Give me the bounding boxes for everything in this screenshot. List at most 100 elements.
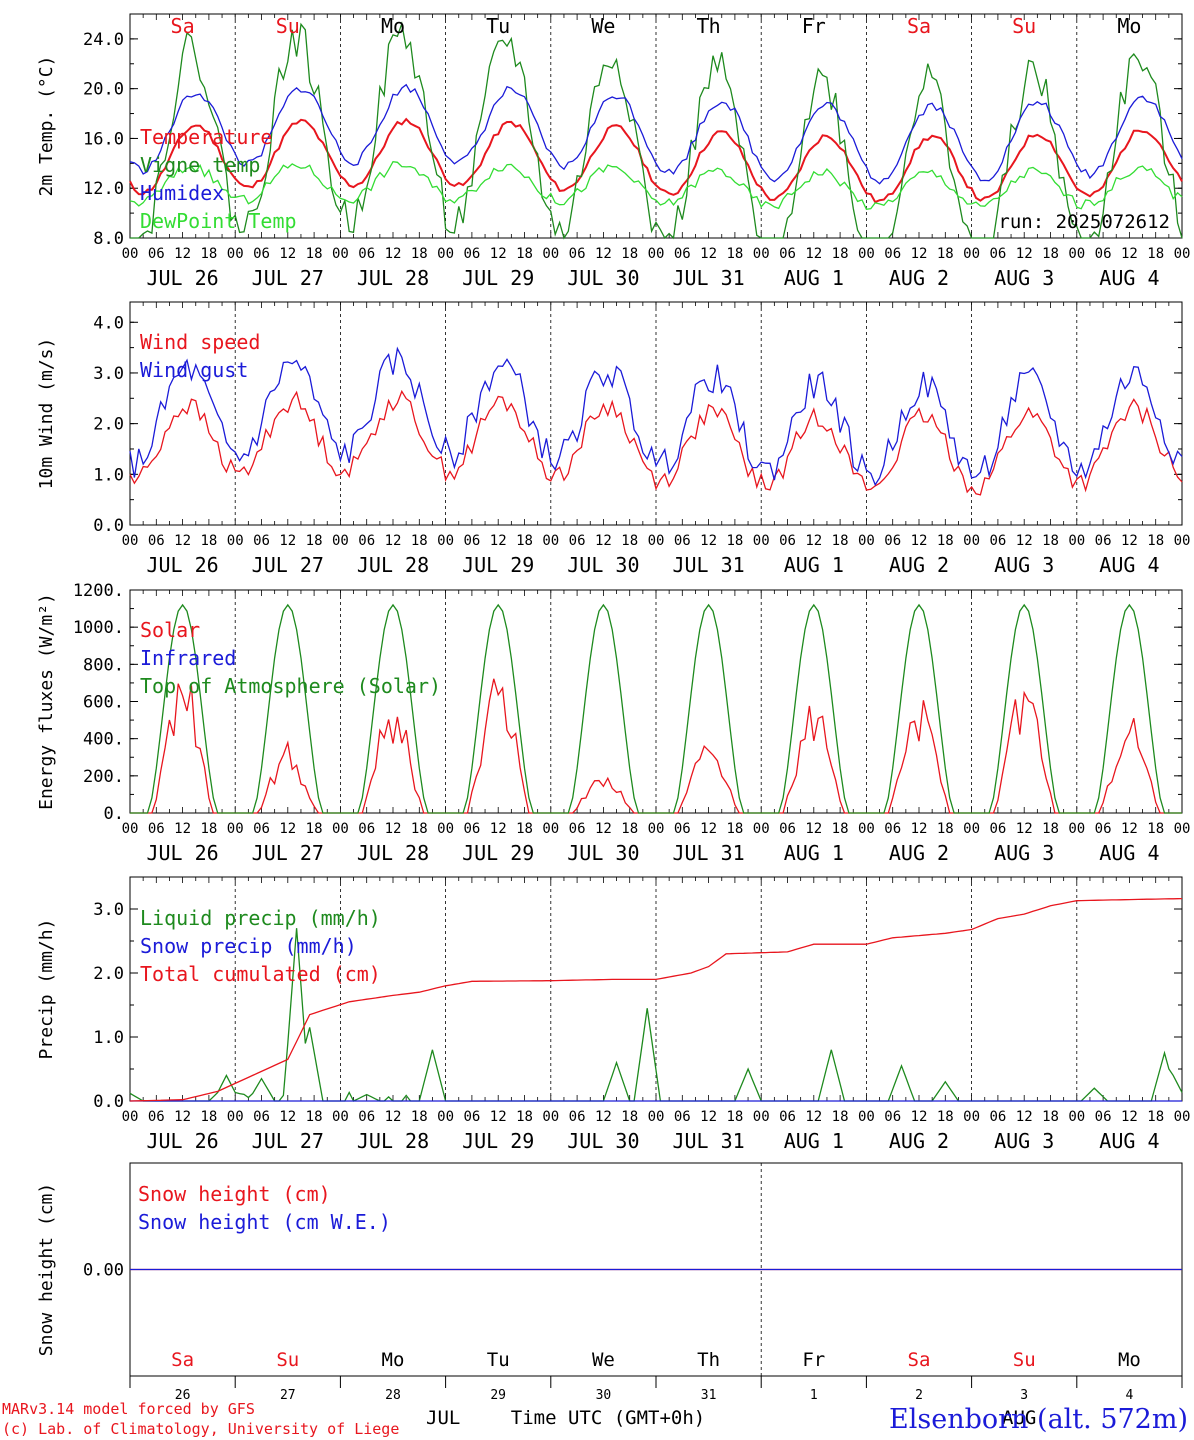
day-number: 3 (1020, 1388, 1028, 1403)
hour-tick-label: 18 (621, 246, 638, 262)
hour-tick-label: 12 (490, 246, 507, 262)
hour-tick-label: 00 (122, 1109, 139, 1125)
date-label: JUL 29 (462, 841, 534, 865)
hour-tick-label: 12 (700, 246, 717, 262)
day-name: Mo (1117, 14, 1141, 38)
date-label: JUL 27 (252, 553, 324, 577)
hour-tick-label: 06 (148, 1109, 165, 1125)
date-label: JUL 31 (672, 553, 744, 577)
hour-tick-label: 00 (332, 821, 349, 837)
hour-tick-label: 06 (779, 533, 796, 549)
hour-tick-label: 18 (1042, 246, 1059, 262)
hour-tick-label: 12 (490, 533, 507, 549)
hour-tick-label: 12 (595, 246, 612, 262)
hour-tick-label: 12 (174, 1109, 191, 1125)
panel-2: 0.0 1.0 2.0 3.0 4.0 10m Wind (m/s) Wind speed W… (36, 301, 1190, 577)
hour-tick-label: 06 (463, 533, 480, 549)
y-tick-label: 3.0 (93, 900, 124, 920)
date-label: AUG 3 (994, 266, 1054, 290)
day-name: Fr (802, 1349, 825, 1371)
hour-tick-label: 00 (227, 246, 244, 262)
date-label: JUL 28 (357, 841, 429, 865)
hour-tick-label: 12 (595, 821, 612, 837)
hour-tick-label: 18 (621, 533, 638, 549)
y-tick-label: 1.0 (93, 465, 124, 485)
day-name: Sa (907, 14, 931, 38)
hour-tick-label: 06 (989, 246, 1006, 262)
hour-tick-label: 12 (700, 1109, 717, 1125)
day-name: Su (1012, 14, 1036, 38)
hour-tick-label: 18 (1147, 246, 1164, 262)
hour-tick-label: 18 (937, 246, 954, 262)
y-tick-label: 8.0 (93, 229, 124, 249)
y-axis-label: 10m Wind (m/s) (36, 338, 57, 490)
date-label: JUL 31 (672, 266, 744, 290)
hour-tick-label: 00 (1174, 246, 1191, 262)
legend-entry: Temperature (140, 125, 272, 149)
hour-tick-label: 06 (674, 1109, 691, 1125)
date-label: JUL 31 (672, 841, 744, 865)
hour-tick-label: 18 (516, 821, 533, 837)
hour-tick-label: 00 (542, 821, 559, 837)
station-label: Elsenborn (alt. 572m) (889, 1404, 1188, 1435)
hour-tick-label: 18 (411, 1109, 428, 1125)
hour-tick-label: 18 (200, 821, 217, 837)
hour-tick-label: 12 (1016, 821, 1033, 837)
day-name: Mo (381, 14, 405, 38)
hour-tick-label: 06 (884, 821, 901, 837)
hour-tick-label: 06 (148, 821, 165, 837)
month-left: JUL (426, 1407, 460, 1429)
day-name: Mo (382, 1349, 405, 1371)
legend-entry: Snow precip (mm/h) (140, 934, 357, 958)
hour-tick-label: 18 (1042, 1109, 1059, 1125)
hour-tick-label: 12 (279, 533, 296, 549)
hour-tick-label: 00 (963, 821, 980, 837)
day-number: 4 (1125, 1388, 1133, 1403)
date-label: JUL 29 (462, 553, 534, 577)
date-label: JUL 27 (252, 841, 324, 865)
hour-tick-label: 00 (332, 1109, 349, 1125)
hour-tick-label: 18 (200, 533, 217, 549)
hour-tick-label: 06 (253, 1109, 270, 1125)
day-name: Fr (802, 14, 826, 38)
hour-tick-label: 12 (385, 1109, 402, 1125)
hour-tick-label: 06 (463, 1109, 480, 1125)
series-total-cumulated-cm- (129, 897, 1183, 1102)
hour-tick-label: 18 (832, 821, 849, 837)
hour-tick-label: 18 (306, 533, 323, 549)
legend-entry: Vigne temp (140, 153, 260, 177)
hour-tick-label: 12 (279, 246, 296, 262)
hour-tick-label: 18 (1147, 1109, 1164, 1125)
legend-entry: Total cumulated (cm) (140, 962, 381, 986)
y-tick-label: 0. (104, 804, 124, 824)
date-label: JUL 29 (462, 1129, 534, 1153)
hour-tick-label: 06 (569, 1109, 586, 1125)
y-axis-label: Precip (mm/h) (36, 919, 57, 1060)
hour-tick-label: 12 (595, 1109, 612, 1125)
hour-tick-label: 06 (148, 246, 165, 262)
hour-tick-label: 00 (963, 1109, 980, 1125)
hour-tick-label: 12 (1016, 246, 1033, 262)
hour-tick-label: 00 (1174, 1109, 1191, 1125)
y-tick-label: 1200. (73, 581, 124, 601)
legend-entry: Wind speed (140, 330, 260, 354)
legend-entry: DewPoint Temp (140, 209, 297, 233)
hour-tick-label: 18 (306, 246, 323, 262)
day-number: 26 (175, 1388, 191, 1403)
date-label: JUL 28 (357, 553, 429, 577)
day-name: Sa (171, 1349, 194, 1371)
date-label: AUG 1 (784, 1129, 844, 1153)
hour-tick-label: 00 (542, 1109, 559, 1125)
hour-tick-label: 06 (569, 246, 586, 262)
hour-tick-label: 12 (911, 533, 928, 549)
x-axis-label: Time UTC (GMT+0h) (511, 1407, 705, 1429)
y-tick-label: 200. (83, 767, 124, 787)
y-tick-label: 0.00 (83, 1261, 124, 1281)
day-number: 1 (810, 1388, 818, 1403)
hour-tick-label: 18 (937, 533, 954, 549)
hour-tick-label: 18 (726, 246, 743, 262)
hour-tick-label: 00 (648, 246, 665, 262)
hour-tick-label: 18 (516, 1109, 533, 1125)
hour-tick-label: 06 (358, 246, 375, 262)
series-wind-speed (129, 389, 1183, 496)
